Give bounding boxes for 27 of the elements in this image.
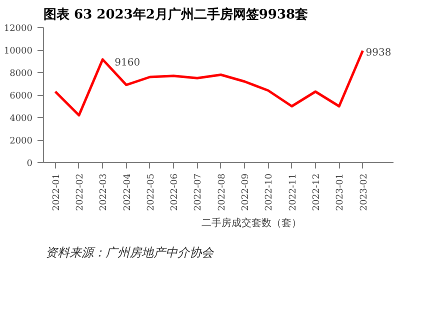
x-tick-label: 2022-04	[122, 173, 133, 211]
text: 资料来源：广州房地产中介协会	[46, 246, 214, 260]
x-tick-label: 2022-01	[52, 173, 62, 211]
line-series	[54, 49, 364, 116]
x-tick-label: 2022-11	[288, 173, 298, 211]
y-tick-label: 6000	[10, 92, 33, 102]
y-tick-label: 8000	[10, 69, 33, 79]
y-tick-label: 2000	[10, 136, 33, 146]
y-tick-label: 4000	[10, 114, 33, 124]
y-tick-label: 0	[26, 159, 33, 169]
x-tick-label: 2022-07	[194, 173, 204, 211]
x-tick-label: 2022-02	[75, 173, 86, 211]
x-tick-label: 2022-06	[170, 173, 180, 211]
x-tick-label: 2023-01	[336, 173, 346, 211]
data-label: 9160	[114, 57, 140, 68]
x-tick-label: 2022-10	[264, 173, 275, 211]
y-tick-label: 12000	[4, 24, 33, 34]
x-tick-label: 2022-08	[217, 173, 228, 211]
chart-title: 图表 63 2023年2月广州二手房网签9938套	[44, 6, 308, 22]
x-tick-label: 2022-09	[241, 173, 252, 211]
data-label: 9938	[366, 48, 392, 59]
x-tick-label: 2022-03	[99, 173, 110, 211]
x-tick-label: 2022-05	[146, 173, 156, 211]
y-tick-label: 10000	[4, 46, 33, 56]
x-tick-label: 2022-12	[312, 173, 322, 211]
x-tick-label: 2023-02	[359, 173, 370, 211]
text: 二手房成交套数（套）	[202, 216, 302, 230]
